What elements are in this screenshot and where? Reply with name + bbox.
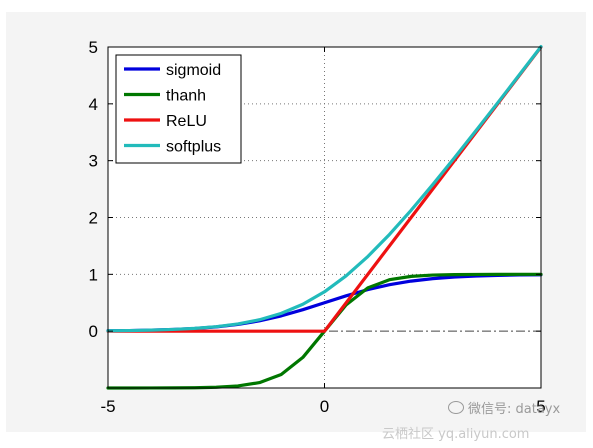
wechat-watermark-text: 微信号: datayx: [468, 402, 561, 417]
y-tick-label: 3: [89, 152, 98, 171]
y-tick-label: 4: [89, 95, 98, 114]
wechat-icon: [448, 401, 464, 414]
legend-label-relu: ReLU: [166, 113, 207, 130]
wechat-watermark: 微信号: datayx: [448, 398, 560, 417]
y-tick-label: 2: [89, 209, 98, 228]
x-tick-label: 5: [536, 397, 545, 416]
y-tick-label: 5: [89, 38, 98, 57]
x-tick-label: 0: [320, 397, 329, 416]
y-tick-label: 1: [89, 265, 98, 284]
legend-label-softplus: softplus: [166, 139, 221, 156]
series-line-softplus: [106, 45, 543, 333]
site-watermark: 云栖社区 yq.aliyun.com: [382, 427, 530, 442]
y-tick-label: 0: [89, 322, 98, 341]
x-tick-label: -5: [100, 397, 115, 416]
legend-label-sigmoid: sigmoid: [166, 62, 221, 79]
legend-label-thanh: thanh: [166, 88, 206, 105]
